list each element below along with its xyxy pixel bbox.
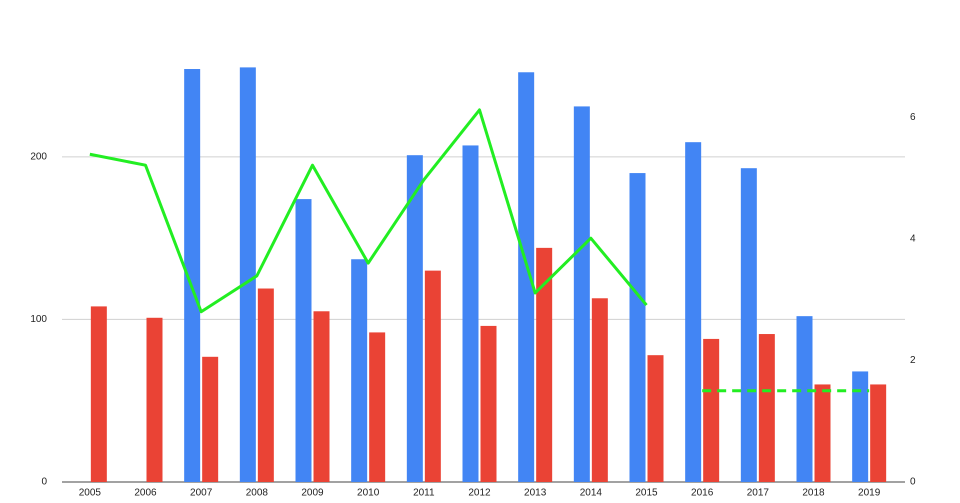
bar <box>647 355 664 482</box>
x-tick-label: 2010 <box>357 488 380 499</box>
bar <box>814 384 831 482</box>
x-tick-label: 2015 <box>635 488 658 499</box>
bar <box>184 69 201 482</box>
bar <box>295 199 312 483</box>
bar <box>703 338 720 482</box>
bar <box>462 145 479 482</box>
x-tick-label: 2016 <box>691 488 714 499</box>
bar <box>406 155 423 482</box>
bar <box>591 298 608 482</box>
x-tick-label: 2018 <box>802 488 825 499</box>
x-tick-label: 2012 <box>468 488 491 499</box>
bar <box>313 311 330 482</box>
bar <box>146 317 163 482</box>
y2-tick-label: 4 <box>910 233 916 244</box>
bar <box>351 259 368 482</box>
x-tick-label: 2006 <box>134 488 157 499</box>
bar <box>685 142 702 482</box>
x-tick-label: 2005 <box>79 488 102 499</box>
bar <box>480 325 497 482</box>
x-tick-label: 2019 <box>858 488 881 499</box>
bar <box>629 173 646 482</box>
y-tick-label: 0 <box>41 477 47 488</box>
line <box>89 108 648 314</box>
bar <box>257 288 274 482</box>
y2-tick-label: 0 <box>910 477 916 488</box>
bar <box>740 168 757 482</box>
x-tick-label: 2014 <box>580 488 603 499</box>
bar <box>518 72 535 483</box>
bar <box>424 270 441 482</box>
bar <box>796 316 813 482</box>
bar <box>90 306 107 482</box>
x-tick-label: 2017 <box>747 488 770 499</box>
bar <box>239 67 256 482</box>
x-tick-label: 2007 <box>190 488 213 499</box>
bar <box>202 356 219 482</box>
x-tick-label: 2009 <box>301 488 324 499</box>
bar <box>573 106 590 483</box>
bar <box>870 384 887 482</box>
y-tick-label: 100 <box>30 314 47 325</box>
y2-tick-label: 2 <box>910 355 916 366</box>
y2-tick-label: 6 <box>910 112 916 123</box>
bar <box>369 332 386 482</box>
x-tick-label: 2008 <box>246 488 269 499</box>
bar <box>852 371 869 482</box>
x-tick-label: 2011 <box>413 488 435 499</box>
bar <box>758 334 775 482</box>
bar <box>536 247 553 482</box>
x-tick-label: 2013 <box>524 488 547 499</box>
y-tick-label: 200 <box>30 151 47 162</box>
